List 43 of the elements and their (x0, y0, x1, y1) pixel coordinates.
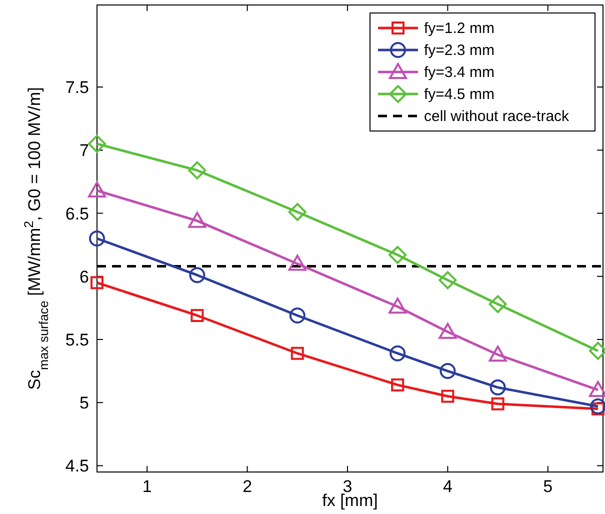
legend-label: fy=2.3 mm (424, 42, 494, 59)
point (438, 271, 457, 290)
legend-label: fy=4.5 mm (424, 86, 494, 103)
point (591, 402, 604, 416)
point (388, 246, 407, 264)
y-tick-label: 5 (80, 394, 89, 413)
point (438, 322, 457, 339)
point (289, 307, 306, 324)
y-tick-label: 5.5 (65, 330, 89, 350)
y-tick-label: 6.5 (65, 204, 89, 224)
x-axis-title: fx [mm] (322, 491, 378, 510)
legend-label: fy=1.2 mm (424, 20, 494, 37)
point (441, 390, 454, 403)
point (590, 398, 605, 414)
legend-label: cell without race-track (424, 108, 570, 125)
y-tick-label: 4.5 (65, 456, 89, 476)
point (89, 230, 105, 246)
point (188, 161, 206, 180)
point (488, 346, 507, 362)
point (491, 397, 504, 410)
point (390, 345, 406, 362)
y-tick-label: 6 (80, 267, 89, 286)
point (190, 308, 204, 322)
y-tick-label: 7.5 (65, 78, 89, 98)
x-tick-label: 1 (142, 477, 152, 496)
x-tick-label: 4 (442, 477, 452, 496)
point (488, 295, 507, 314)
point (90, 276, 104, 290)
point (440, 363, 456, 380)
point (290, 346, 304, 360)
legend-label: fy=3.4 mm (424, 64, 494, 81)
point (388, 298, 407, 314)
point (490, 379, 506, 396)
point (88, 182, 106, 198)
x-tick-label: 2 (242, 477, 252, 496)
x-tick-label: 5 (543, 477, 553, 496)
point (288, 202, 306, 221)
point (88, 134, 106, 153)
y-tick-label: 7 (80, 141, 89, 160)
point (188, 212, 206, 228)
point (288, 254, 306, 271)
point (391, 378, 404, 392)
point (189, 267, 206, 284)
